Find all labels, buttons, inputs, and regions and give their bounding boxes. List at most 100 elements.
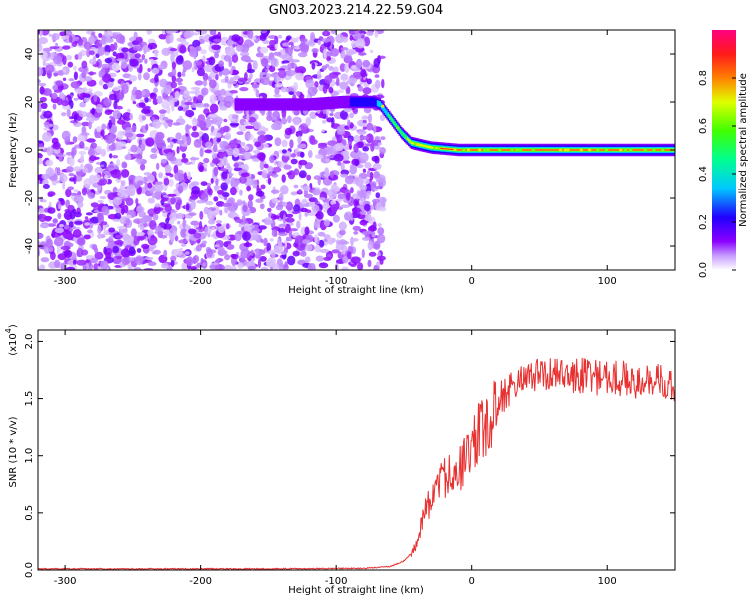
noise-blob xyxy=(335,141,344,152)
noise-blob xyxy=(38,152,43,159)
noise-blob xyxy=(360,68,367,78)
noise-blob xyxy=(323,238,328,242)
noise-blob xyxy=(282,214,287,224)
noise-blob xyxy=(373,171,381,179)
noise-blob xyxy=(58,152,63,162)
noise-blob xyxy=(309,111,317,120)
noise-blob xyxy=(56,96,63,106)
noise-blob xyxy=(38,82,47,87)
noise-blob xyxy=(255,248,260,256)
noise-blob xyxy=(226,206,235,210)
noise-blob xyxy=(164,164,172,174)
noise-blob xyxy=(374,74,380,78)
noise-blob xyxy=(49,175,58,182)
noise-blob xyxy=(65,55,72,61)
noise-blob xyxy=(310,32,315,41)
noise-blob xyxy=(166,105,171,114)
noise-blob xyxy=(258,225,267,230)
noise-blob xyxy=(157,230,163,239)
noise-blob xyxy=(232,114,239,120)
noise-blob xyxy=(211,44,222,51)
noise-blob xyxy=(205,141,213,149)
trace-speckle xyxy=(381,104,385,108)
noise-blob xyxy=(168,218,175,225)
trace-speckle xyxy=(643,148,647,152)
noise-blob xyxy=(68,221,74,228)
noise-blob xyxy=(263,163,269,169)
noise-blob xyxy=(100,164,105,168)
noise-blob xyxy=(357,190,368,197)
noise-blob xyxy=(355,58,363,69)
noise-blob xyxy=(371,234,376,238)
noise-blob xyxy=(183,172,187,181)
noise-blob xyxy=(170,260,175,267)
noise-blob xyxy=(139,99,145,103)
noise-blob xyxy=(255,89,260,98)
noise-blob xyxy=(315,154,324,160)
noise-blob xyxy=(174,90,180,100)
noise-blob xyxy=(173,88,181,93)
noise-blob xyxy=(121,257,130,266)
noise-blob xyxy=(298,159,308,166)
noise-blob xyxy=(99,39,106,45)
noise-blob xyxy=(241,151,252,161)
noise-blob xyxy=(44,64,55,74)
noise-blob xyxy=(38,37,48,45)
noise-blob xyxy=(225,46,236,57)
noise-blob xyxy=(158,172,164,179)
noise-blob xyxy=(70,192,78,196)
noise-blob xyxy=(202,82,208,86)
trace-speckle xyxy=(486,148,490,152)
noise-blob xyxy=(73,65,77,71)
noise-blob xyxy=(96,126,102,133)
noise-blob xyxy=(189,266,197,270)
noise-blob xyxy=(330,30,337,35)
noise-blob xyxy=(142,105,151,110)
noise-blob xyxy=(165,217,170,224)
noise-blob xyxy=(267,177,272,185)
trace-speckle xyxy=(563,148,567,152)
noise-blob xyxy=(376,255,386,261)
noise-blob xyxy=(288,91,294,96)
noise-blob xyxy=(95,53,100,58)
trace-speckle xyxy=(588,148,592,152)
noise-blob xyxy=(278,192,284,202)
noise-blob xyxy=(350,256,361,264)
noise-blob xyxy=(324,30,328,36)
noise-blob xyxy=(359,219,368,226)
noise-blob xyxy=(125,214,132,219)
noise-blob xyxy=(251,83,260,89)
noise-blob xyxy=(108,227,116,233)
noise-blob xyxy=(100,260,109,270)
noise-blob xyxy=(66,233,75,239)
noise-blob xyxy=(367,259,372,268)
noise-blob xyxy=(224,101,232,108)
noise-blob xyxy=(191,117,198,127)
noise-blob xyxy=(229,90,238,94)
noise-blob xyxy=(132,101,137,105)
noise-blob xyxy=(102,224,107,231)
noise-blob xyxy=(185,109,195,118)
noise-blob xyxy=(352,71,362,78)
noise-blob xyxy=(190,181,200,187)
noise-blob xyxy=(231,34,241,42)
noise-blob xyxy=(184,101,193,106)
noise-blob xyxy=(237,262,244,269)
noise-blob xyxy=(75,174,83,182)
noise-blob xyxy=(332,66,339,73)
noise-blob xyxy=(160,158,167,164)
noise-blob xyxy=(239,189,243,196)
noise-blob xyxy=(288,41,294,46)
noise-blob xyxy=(181,134,187,143)
noise-blob xyxy=(79,141,85,149)
noise-blob xyxy=(270,189,280,194)
noise-blob xyxy=(247,30,254,39)
noise-blob xyxy=(162,116,169,121)
noise-blob xyxy=(114,240,124,246)
noise-blob xyxy=(88,35,95,45)
noise-blob xyxy=(95,145,102,154)
noise-blob xyxy=(272,263,280,270)
noise-blob xyxy=(305,116,312,126)
noise-blob xyxy=(141,54,146,60)
noise-blob xyxy=(321,38,331,43)
